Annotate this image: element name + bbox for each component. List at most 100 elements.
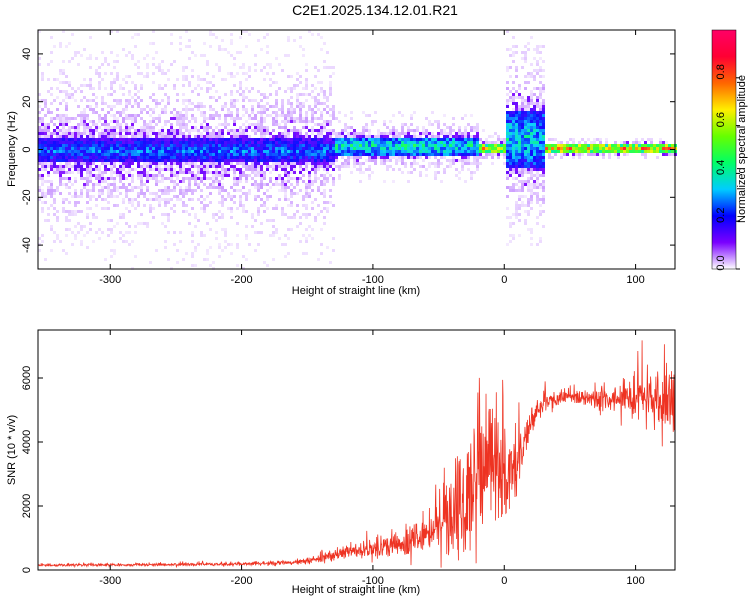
heatmap-cell bbox=[284, 144, 287, 147]
heatmap-cell bbox=[284, 141, 287, 144]
heatmap-cell bbox=[119, 123, 122, 126]
heatmap-cell bbox=[524, 195, 527, 198]
heatmap-cell bbox=[671, 147, 674, 150]
heatmap-cell bbox=[62, 201, 65, 204]
heatmap-cell bbox=[191, 90, 194, 93]
heatmap-cell bbox=[542, 117, 545, 120]
heatmap-cell bbox=[506, 159, 509, 162]
heatmap-cell bbox=[293, 192, 296, 195]
heatmap-cell bbox=[101, 189, 104, 192]
heatmap-cell bbox=[167, 102, 170, 105]
heatmap-cell bbox=[344, 114, 347, 117]
heatmap-cell bbox=[77, 156, 80, 159]
heatmap-cell bbox=[416, 141, 419, 144]
heatmap-cell bbox=[179, 114, 182, 117]
heatmap-cell bbox=[404, 153, 407, 156]
heatmap-cell bbox=[194, 156, 197, 159]
heatmap-cell bbox=[422, 141, 425, 144]
heatmap-cell bbox=[518, 207, 521, 210]
heatmap-cell bbox=[266, 108, 269, 111]
heatmap-cell bbox=[506, 120, 509, 123]
heatmap-cell bbox=[116, 120, 119, 123]
heatmap-cell bbox=[311, 207, 314, 210]
heatmap-cell bbox=[41, 117, 44, 120]
heatmap-cell bbox=[455, 144, 458, 147]
heatmap-cell bbox=[470, 162, 473, 165]
heatmap-cell bbox=[191, 252, 194, 255]
heatmap-cell bbox=[59, 171, 62, 174]
heatmap-cell bbox=[74, 126, 77, 129]
heatmap-cell bbox=[467, 141, 470, 144]
heatmap-cell bbox=[443, 114, 446, 117]
heatmap-cell bbox=[512, 129, 515, 132]
heatmap-cell bbox=[347, 159, 350, 162]
heatmap-cell bbox=[263, 96, 266, 99]
heatmap-cell bbox=[668, 153, 671, 156]
heatmap-cell bbox=[203, 150, 206, 153]
heatmap-cell bbox=[92, 99, 95, 102]
heatmap-cell bbox=[398, 135, 401, 138]
heatmap-cell bbox=[50, 138, 53, 141]
heatmap-cell bbox=[38, 177, 41, 180]
heatmap-cell bbox=[41, 180, 44, 183]
heatmap-cell bbox=[575, 150, 578, 153]
heatmap-cell bbox=[317, 129, 320, 132]
heatmap-cell bbox=[107, 192, 110, 195]
heatmap-cell bbox=[266, 132, 269, 135]
heatmap-cell bbox=[77, 144, 80, 147]
heatmap-cell bbox=[245, 45, 248, 48]
heatmap-cell bbox=[149, 123, 152, 126]
heatmap-cell bbox=[119, 138, 122, 141]
heatmap-cell bbox=[335, 165, 338, 168]
heatmap-cell bbox=[269, 105, 272, 108]
heatmap-cell bbox=[188, 183, 191, 186]
heatmap-cell bbox=[155, 51, 158, 54]
heatmap-cell bbox=[224, 231, 227, 234]
heatmap-cell bbox=[170, 177, 173, 180]
heatmap-cell bbox=[152, 150, 155, 153]
heatmap-cell bbox=[227, 156, 230, 159]
heatmap-cell bbox=[614, 150, 617, 153]
heatmap-cell bbox=[320, 129, 323, 132]
heatmap-cell bbox=[311, 156, 314, 159]
heatmap-cell bbox=[44, 129, 47, 132]
heatmap-cell bbox=[173, 189, 176, 192]
heatmap-cell bbox=[413, 144, 416, 147]
heatmap-cell bbox=[296, 180, 299, 183]
heatmap-cell bbox=[323, 150, 326, 153]
heatmap-cell bbox=[320, 183, 323, 186]
heatmap-cell bbox=[158, 102, 161, 105]
heatmap-cell bbox=[245, 120, 248, 123]
heatmap-cell bbox=[62, 135, 65, 138]
heatmap-cell bbox=[233, 183, 236, 186]
heatmap-cell bbox=[203, 114, 206, 117]
heatmap-cell bbox=[68, 144, 71, 147]
heatmap-cell bbox=[218, 174, 221, 177]
heatmap-cell bbox=[71, 117, 74, 120]
heatmap-cell bbox=[71, 93, 74, 96]
heatmap-cell bbox=[62, 126, 65, 129]
heatmap-cell bbox=[200, 234, 203, 237]
heatmap-cell bbox=[128, 168, 131, 171]
heatmap-cell bbox=[509, 90, 512, 93]
heatmap-cell bbox=[233, 135, 236, 138]
heatmap-cell bbox=[101, 171, 104, 174]
heatmap-cell bbox=[95, 216, 98, 219]
heatmap-cell bbox=[164, 144, 167, 147]
heatmap-cell bbox=[242, 90, 245, 93]
heatmap-cell bbox=[293, 84, 296, 87]
heatmap-cell bbox=[269, 114, 272, 117]
heatmap-cell bbox=[215, 171, 218, 174]
heatmap-cell bbox=[248, 99, 251, 102]
heatmap-cell bbox=[107, 228, 110, 231]
heatmap-cell bbox=[116, 102, 119, 105]
heatmap-cell bbox=[443, 129, 446, 132]
heatmap-cell bbox=[287, 186, 290, 189]
heatmap-cell bbox=[239, 93, 242, 96]
heatmap-cell bbox=[149, 114, 152, 117]
heatmap-cell bbox=[551, 138, 554, 141]
heatmap-cell bbox=[527, 81, 530, 84]
heatmap-cell bbox=[257, 195, 260, 198]
heatmap-cell bbox=[542, 144, 545, 147]
heatmap-cell bbox=[179, 240, 182, 243]
